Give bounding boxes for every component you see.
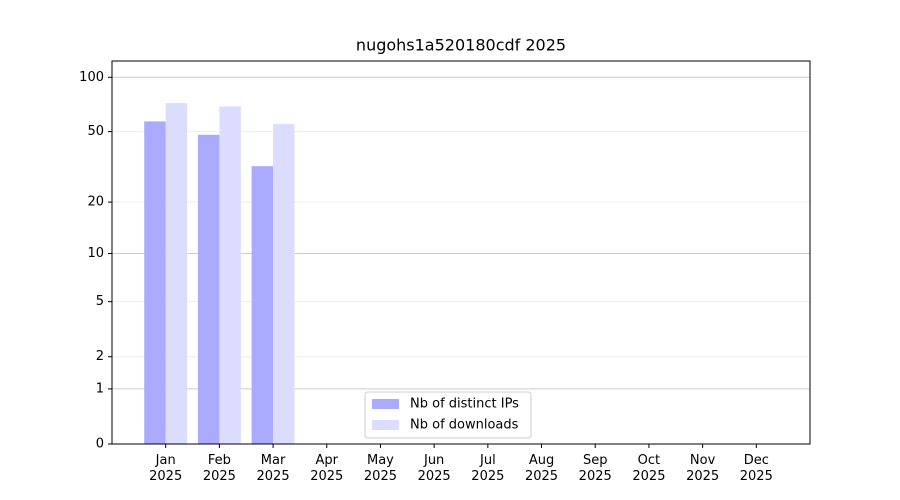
- y-tick-label: 5: [96, 294, 104, 309]
- legend-box: [364, 391, 532, 439]
- x-tick-label: Apr 2025: [310, 453, 344, 484]
- x-tick-label: Aug 2025: [524, 453, 559, 484]
- bar: [273, 124, 295, 445]
- x-tick-label: Nov 2025: [686, 453, 720, 484]
- y-tick-label: 20: [87, 195, 104, 210]
- legend-swatch: [372, 420, 399, 430]
- y-tick-label: 10: [87, 246, 104, 261]
- x-tick-label: Dec 2025: [739, 453, 773, 484]
- x-tick-label: Jul 2025: [471, 453, 505, 484]
- y-tick-label: 2: [96, 349, 104, 364]
- bar: [144, 121, 166, 444]
- x-tick-label: Mar 2025: [256, 453, 290, 484]
- chart-title: nugohs1a520180cdf 2025: [356, 36, 566, 55]
- bar: [219, 106, 241, 444]
- plot-frame: [111, 60, 811, 445]
- x-tick-label: May 2025: [363, 453, 397, 484]
- x-tick-label: Jan 2025: [149, 453, 183, 484]
- y-tick-label: 100: [79, 70, 104, 85]
- bar: [251, 166, 274, 444]
- y-tick-label: 0: [96, 437, 104, 452]
- y-tick-label: 1: [96, 381, 104, 396]
- x-tick-label: Sep 2025: [578, 453, 612, 484]
- x-tick-label: Feb 2025: [202, 453, 236, 484]
- legend-label: Nb of distinct IPs: [410, 397, 519, 412]
- bar: [165, 103, 188, 445]
- legend-label: Nb of downloads: [410, 418, 519, 433]
- x-tick-label: Oct 2025: [632, 453, 666, 484]
- legend-swatch: [372, 399, 399, 409]
- legend: Nb of distinct IPs Nb of downloads: [364, 391, 532, 439]
- x-tick-label: Jun 2025: [417, 453, 451, 484]
- y-tick-label: 50: [87, 124, 104, 139]
- bar: [197, 134, 220, 444]
